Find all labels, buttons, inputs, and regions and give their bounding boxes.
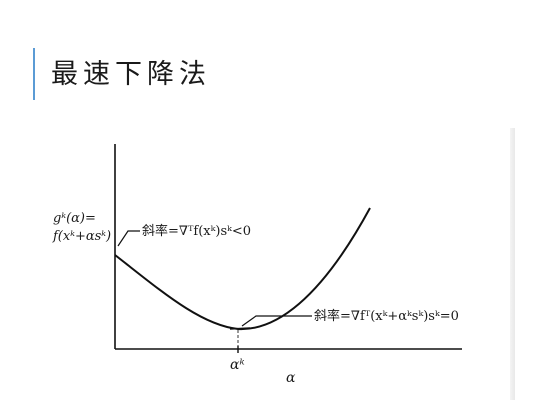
min-slope-leader — [241, 315, 312, 327]
function-label-line1: gᵏ(α)= — [53, 211, 96, 226]
minimizer-tick-label: αᵏ — [230, 357, 245, 373]
start-slope-label: 斜率=∇ᵀf(xᵏ)sᵏ<0 — [142, 223, 251, 239]
min-tangent-mark — [229, 327, 251, 330]
title-accent-bar — [33, 48, 35, 100]
min-slope-label: 斜率=∇fᵀ(xᵏ+αᵏsᵏ)sᵏ=0 — [314, 308, 459, 324]
function-label-line2: f(xᵏ+αsᵏ) — [52, 229, 111, 244]
slide-title: 最速下降法 — [51, 59, 211, 90]
start-slope-leader — [117, 230, 140, 247]
figure-panel-shadow — [510, 128, 515, 400]
x-axis-label: α — [286, 370, 296, 386]
